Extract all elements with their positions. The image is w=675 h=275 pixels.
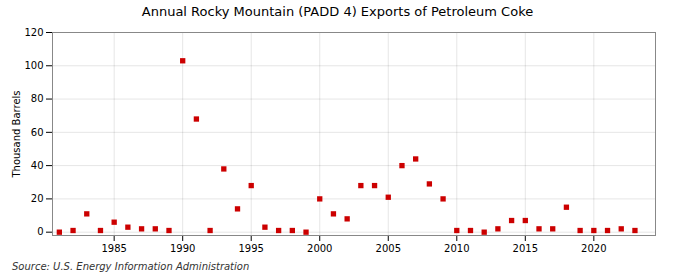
svg-text:20: 20 [31,193,44,204]
svg-text:120: 120 [24,27,43,38]
svg-text:2005: 2005 [376,243,401,254]
svg-text:40: 40 [31,160,44,171]
svg-text:0: 0 [37,226,43,237]
svg-text:60: 60 [31,127,44,138]
svg-text:2015: 2015 [513,243,538,254]
svg-text:1995: 1995 [238,243,263,254]
svg-text:1985: 1985 [101,243,126,254]
svg-text:100: 100 [24,60,43,71]
svg-text:2000: 2000 [307,243,332,254]
svg-text:1990: 1990 [170,243,195,254]
svg-text:Thousand Barrels: Thousand Barrels [11,90,22,178]
svg-text:2010: 2010 [444,243,469,254]
svg-text:80: 80 [31,93,44,104]
html-text:Source: U.S. Energy Informatio: Source: U.S. Energy Information Administ… [12,261,250,272]
svg-text:2020: 2020 [581,243,606,254]
html-text:Annual Rocky Mountain (PADD 4): Annual Rocky Mountain (PADD 4) Exports o… [141,4,534,19]
